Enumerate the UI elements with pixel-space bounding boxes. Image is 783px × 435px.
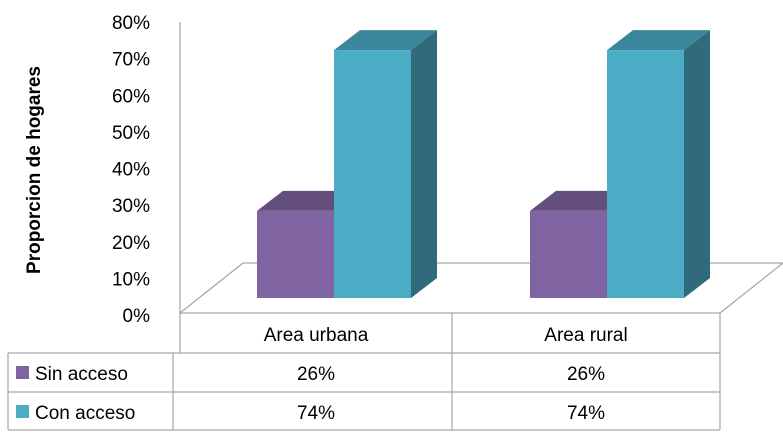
data-label: 26%	[297, 364, 335, 385]
y-tick-label: 0%	[123, 306, 151, 327]
bar-con-acceso-rural	[607, 30, 710, 298]
y-tick-label: 60%	[112, 86, 150, 107]
y-tick-label: 50%	[112, 123, 150, 144]
y-axis-label: Proporcion de hogares	[24, 66, 45, 274]
category-label: Area urbana	[264, 325, 369, 346]
data-label: 74%	[297, 403, 335, 424]
series-name: Sin acceso	[35, 364, 128, 385]
y-tick-label: 70%	[112, 50, 150, 71]
y-tick-label: 80%	[112, 13, 150, 34]
y-tick-label: 10%	[112, 269, 150, 290]
legend-key	[16, 366, 29, 379]
y-tick-label: 30%	[112, 196, 150, 217]
bar-con-acceso-urbana	[334, 30, 437, 298]
y-tick-label: 20%	[112, 233, 150, 254]
legend-key	[16, 405, 29, 418]
y-tick-label: 40%	[112, 160, 150, 181]
data-table	[7, 313, 721, 431]
series-name: Con acceso	[35, 403, 135, 424]
data-label: 26%	[567, 364, 605, 385]
data-label: 74%	[567, 403, 605, 424]
category-label: Area rural	[544, 325, 627, 346]
